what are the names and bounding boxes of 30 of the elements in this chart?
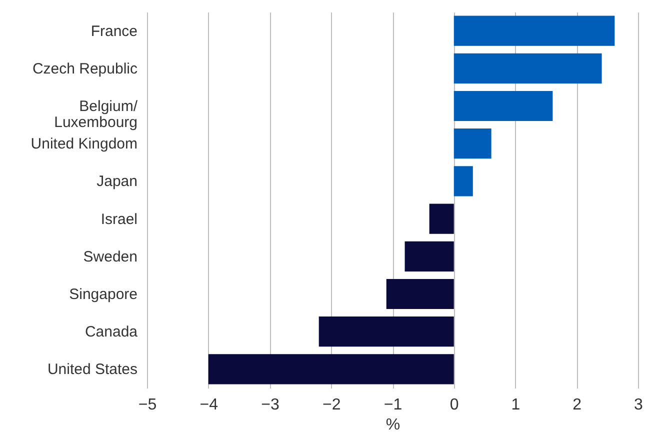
- y-tick-label: Israel: [100, 210, 138, 228]
- bar: [404, 241, 454, 272]
- x-tick-label: −1: [384, 396, 402, 414]
- bar: [454, 90, 553, 122]
- y-tick-label: Japan: [96, 173, 138, 190]
- x-tick-label: −2: [322, 396, 341, 414]
- x-axis-title: %: [386, 416, 400, 434]
- bar: [454, 128, 492, 159]
- y-tick-label: United States: [47, 361, 138, 378]
- bar: [386, 278, 454, 310]
- y-tick-label: Belgium/ Luxembourg: [54, 98, 138, 131]
- bar: [208, 354, 454, 384]
- bar: [318, 316, 454, 347]
- bar: [454, 53, 602, 84]
- y-tick-label: France: [90, 22, 138, 40]
- x-tick-label: 0: [450, 396, 459, 414]
- x-tick-label: −4: [200, 396, 218, 414]
- x-tick-label: 3: [634, 396, 644, 414]
- y-tick-label: Sweden: [83, 248, 138, 266]
- x-tick-label: −3: [261, 396, 280, 414]
- x-tick-label: −5: [138, 396, 157, 414]
- x-tick-label: 1: [511, 396, 520, 414]
- x-tick-label: 2: [572, 396, 582, 414]
- bar: [454, 166, 473, 196]
- y-tick-label: Singapore: [69, 286, 138, 303]
- y-tick-label: United Kingdom: [30, 136, 138, 153]
- bar: [454, 16, 615, 46]
- y-tick-label: Canada: [84, 324, 138, 341]
- bar: [429, 204, 454, 234]
- y-tick-label: Czech Republic: [32, 60, 138, 78]
